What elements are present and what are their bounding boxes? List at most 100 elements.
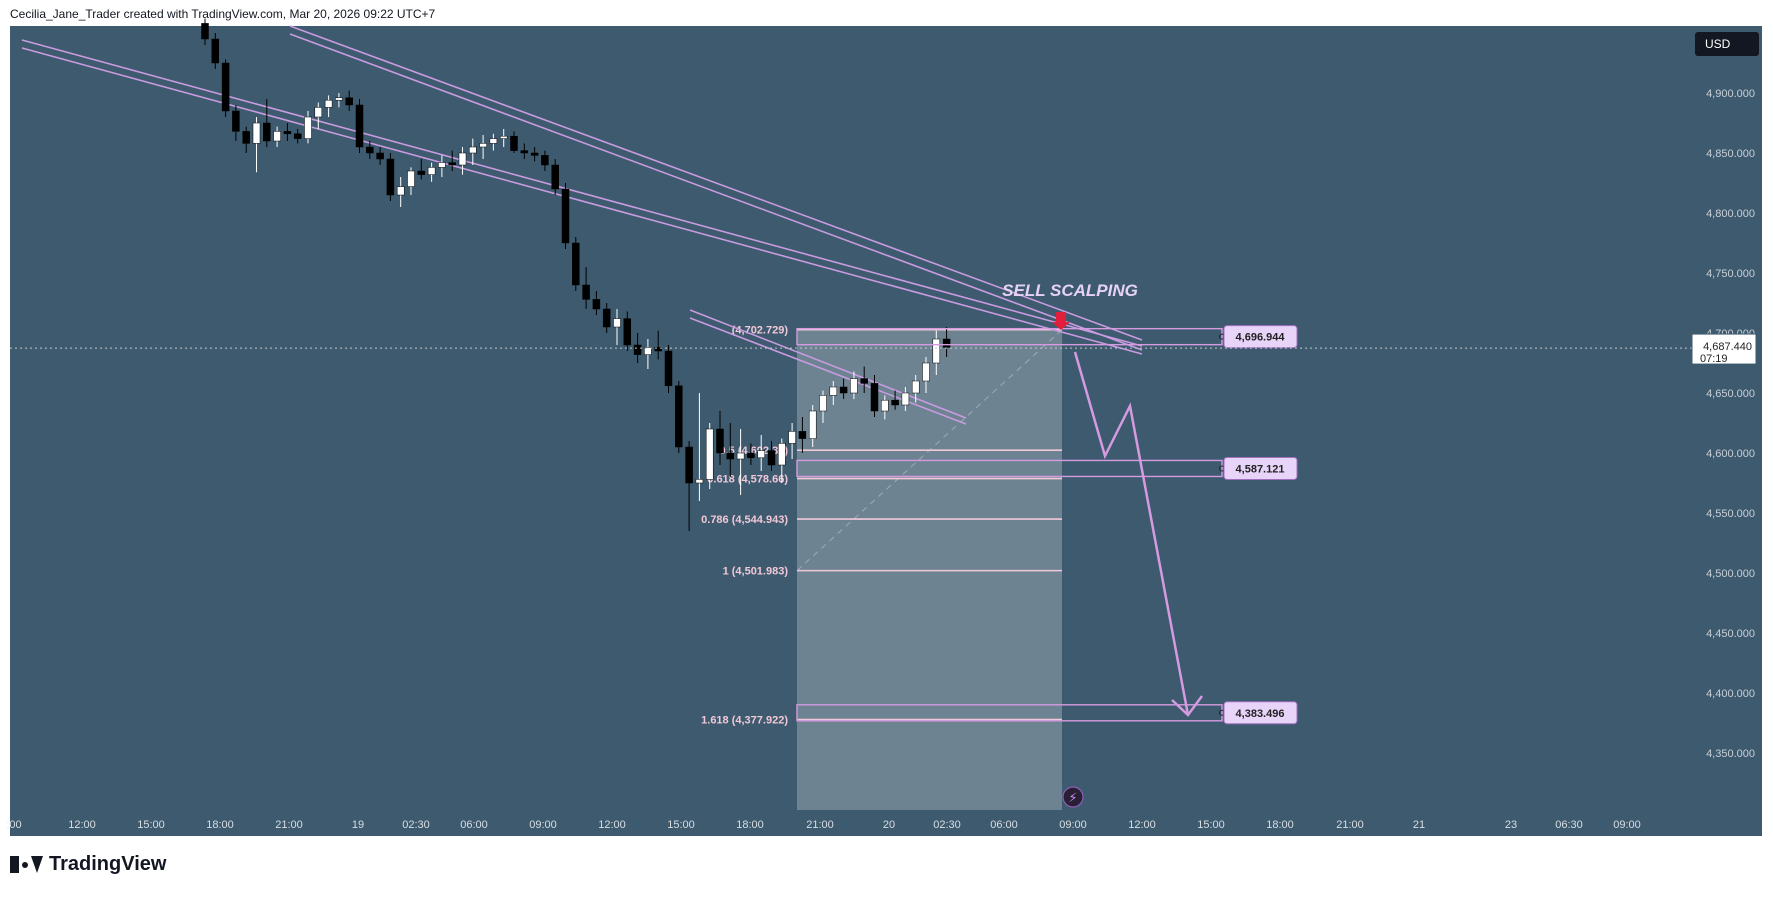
x-tick-label: 18:00 xyxy=(736,819,764,831)
candle xyxy=(901,392,910,406)
candle xyxy=(366,146,374,154)
y-tick-label: 4,600.000 xyxy=(1706,448,1755,460)
zone-box xyxy=(796,704,1223,722)
candle xyxy=(345,97,353,106)
candle xyxy=(335,97,343,101)
projection-path xyxy=(1073,351,1190,716)
candle xyxy=(911,380,920,394)
candle xyxy=(572,242,580,286)
tradingview-logo[interactable]: TradingView xyxy=(10,853,166,876)
candle xyxy=(458,152,467,166)
x-tick-label: 18:00 xyxy=(1266,819,1294,831)
x-tick-label: 09:00 xyxy=(1613,819,1641,831)
fib-level-label: (4,702.729) xyxy=(732,325,789,337)
current-price-label: 4,687.440 xyxy=(1703,341,1752,353)
fib-level-label: 0.618 (4,578.66) xyxy=(707,474,788,486)
x-tick-label: 12:00 xyxy=(1128,819,1156,831)
candle xyxy=(242,131,250,144)
y-tick-label: 4,900.000 xyxy=(1706,88,1755,100)
x-tick-label: 12:00 xyxy=(68,819,96,831)
chart-area[interactable] xyxy=(10,26,1762,836)
candle xyxy=(705,428,714,480)
candle xyxy=(757,450,765,459)
candle xyxy=(438,162,446,168)
candle xyxy=(891,399,899,406)
candle xyxy=(479,143,487,148)
fib-level-label: 0.786 (4,544.943) xyxy=(701,514,788,526)
y-tick-label: 4,400.000 xyxy=(1706,688,1755,700)
candle xyxy=(881,399,889,412)
candle xyxy=(582,284,590,300)
zone-label-box xyxy=(1223,456,1298,480)
candle xyxy=(520,150,529,154)
currency-label: USD xyxy=(1705,37,1731,51)
x-tick-label: 06:00 xyxy=(990,819,1018,831)
x-tick-label: 02:30 xyxy=(402,819,430,831)
current-price-badge xyxy=(1691,333,1757,365)
channel-line-1 xyxy=(21,47,1143,355)
candle xyxy=(685,446,693,484)
candle xyxy=(427,167,436,175)
x-tick-label: 19 xyxy=(352,819,364,831)
y-tick-label: 4,750.000 xyxy=(1706,268,1755,280)
candle xyxy=(273,131,281,142)
candle xyxy=(355,104,364,148)
sell-arrow-icon xyxy=(1052,312,1070,330)
candle xyxy=(263,122,271,142)
candle xyxy=(613,318,621,328)
candle xyxy=(602,308,611,328)
candle xyxy=(201,23,209,40)
candle xyxy=(860,378,868,384)
x-tick-label: 23 xyxy=(1505,819,1517,831)
candle xyxy=(396,186,405,196)
candle xyxy=(407,170,415,187)
candle xyxy=(623,318,632,346)
y-tick-label: 4,500.000 xyxy=(1706,568,1755,580)
candle xyxy=(551,164,559,190)
candle xyxy=(942,338,951,348)
channel-line-2 xyxy=(289,25,1143,341)
candle xyxy=(850,378,858,394)
y-tick-label: 4,550.000 xyxy=(1706,508,1755,520)
candle xyxy=(252,122,261,144)
lightning-glyph: ⚡ xyxy=(1068,791,1077,806)
channel-line-5 xyxy=(689,317,967,425)
channel-line-4 xyxy=(689,309,967,419)
candle xyxy=(469,146,477,154)
tradingview-logo-icon xyxy=(10,856,43,873)
candle xyxy=(417,170,426,175)
candle xyxy=(675,385,683,448)
channel-layer xyxy=(21,25,1143,425)
candle xyxy=(592,299,601,310)
x-tick-label: 15:00 xyxy=(137,819,165,831)
candle xyxy=(499,135,508,139)
y-tick-label: 4,450.000 xyxy=(1706,628,1755,640)
x-tick-label: 15:00 xyxy=(667,819,695,831)
countdown-label: 07:19 xyxy=(1700,353,1728,365)
candle xyxy=(808,410,817,439)
tradingview-brand-text: TradingView xyxy=(49,853,167,875)
candle xyxy=(932,338,941,364)
currency-badge xyxy=(1695,32,1759,56)
candle xyxy=(541,155,549,166)
candle xyxy=(489,138,498,144)
candle xyxy=(726,452,735,460)
candle xyxy=(386,158,395,196)
x-tick-label: 06:30 xyxy=(1555,819,1583,831)
candle xyxy=(798,431,807,439)
x-tick-label: :00 xyxy=(6,819,21,831)
candle xyxy=(695,479,704,484)
candle xyxy=(922,362,930,382)
channel-line-3 xyxy=(289,33,1143,351)
candle xyxy=(232,110,240,132)
fib-level-label: 1 (4,501.983) xyxy=(723,566,789,578)
x-tick-label: 09:00 xyxy=(529,819,557,831)
candle xyxy=(633,344,642,355)
channel-line-0 xyxy=(21,39,1143,347)
candle xyxy=(293,133,302,139)
fib-level-label: 1.618 (4,377.922) xyxy=(701,714,788,726)
candle xyxy=(304,116,312,139)
candle xyxy=(736,452,745,460)
candle xyxy=(839,386,848,394)
